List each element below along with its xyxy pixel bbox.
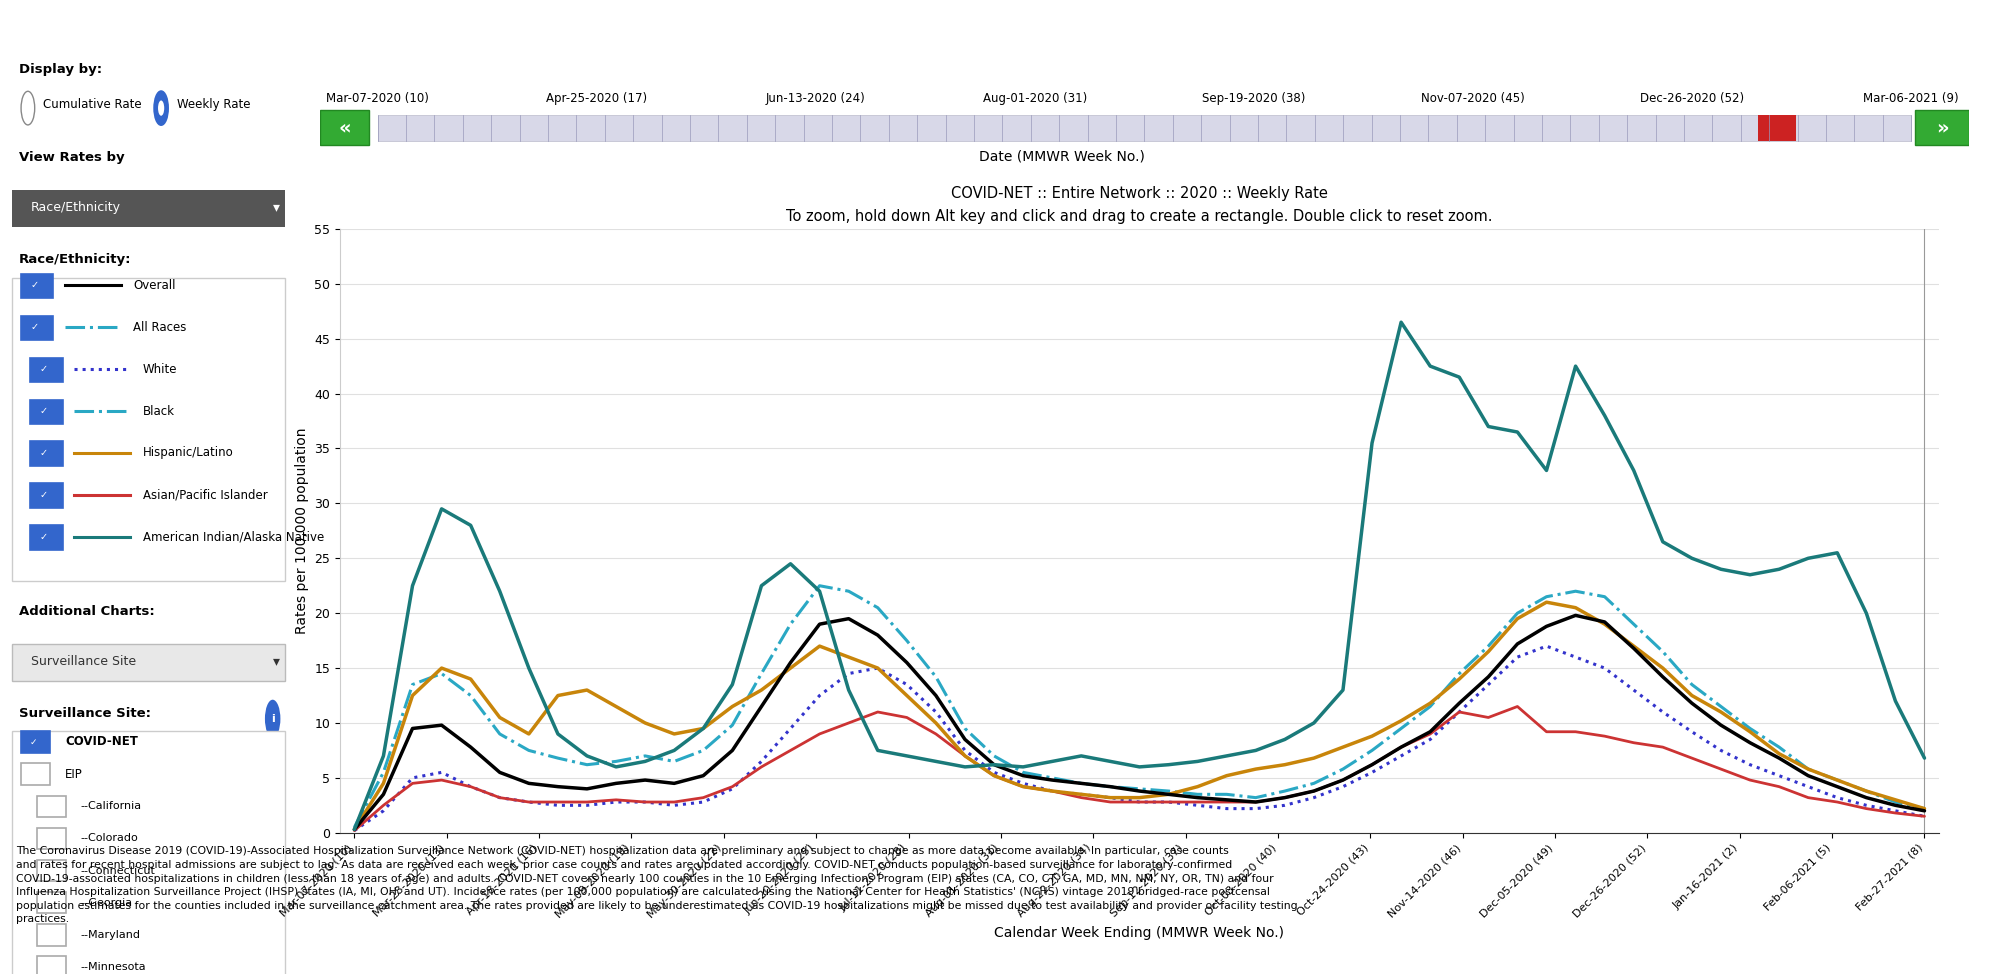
Text: View Rates by: View Rates by	[18, 151, 124, 164]
FancyBboxPatch shape	[12, 644, 286, 681]
Text: Additional Charts:: Additional Charts:	[18, 605, 154, 618]
Bar	[1756, 115, 1796, 141]
Text: All Races: All Races	[134, 320, 186, 334]
Text: --Maryland: --Maryland	[80, 930, 140, 940]
FancyBboxPatch shape	[36, 956, 66, 974]
Text: ⛶: ⛶	[1922, 196, 1930, 211]
Circle shape	[154, 92, 168, 125]
Text: ✓: ✓	[30, 281, 38, 290]
Text: Dec-26-2020 (52): Dec-26-2020 (52)	[1638, 92, 1744, 105]
Text: Preliminary cumulative rates as of Feb 27, 2021: Preliminary cumulative rates as of Feb 2…	[815, 51, 1183, 66]
FancyBboxPatch shape	[30, 357, 62, 382]
Text: The Coronavirus Disease 2019 (COVID-19)-Associated Hospitalization Surveillance : The Coronavirus Disease 2019 (COVID-19)-…	[16, 846, 1297, 924]
Text: Race/Ethnicity:: Race/Ethnicity:	[18, 253, 132, 266]
Title: COVID-NET :: Entire Network :: 2020 :: Weekly Rate
To zoom, hold down Alt key an: COVID-NET :: Entire Network :: 2020 :: W…	[785, 186, 1493, 224]
Text: --Connecticut: --Connecticut	[80, 866, 156, 876]
Circle shape	[266, 699, 280, 738]
FancyBboxPatch shape	[320, 110, 370, 145]
Bar	[12, 731, 286, 974]
Text: Cumulative Rate: Cumulative Rate	[44, 97, 142, 111]
Text: i: i	[270, 714, 274, 724]
Text: Surveillance Site: Surveillance Site	[32, 655, 136, 668]
Circle shape	[158, 100, 164, 116]
Text: Surveillance Site:: Surveillance Site:	[18, 707, 150, 720]
FancyBboxPatch shape	[30, 483, 62, 507]
Bar	[378, 115, 1910, 141]
Text: Race/Ethnicity: Race/Ethnicity	[32, 201, 122, 214]
Text: --Georgia: --Georgia	[80, 898, 132, 908]
FancyBboxPatch shape	[36, 828, 66, 849]
Text: Sep-19-2020 (38): Sep-19-2020 (38)	[1201, 92, 1305, 105]
Text: Apr-25-2020 (17): Apr-25-2020 (17)	[545, 92, 647, 105]
Text: Aug-01-2020 (31): Aug-01-2020 (31)	[983, 92, 1087, 105]
Text: Weekly Rate: Weekly Rate	[176, 97, 250, 111]
Text: Overall: Overall	[134, 279, 176, 292]
X-axis label: Calendar Week Ending (MMWR Week No.): Calendar Week Ending (MMWR Week No.)	[993, 925, 1285, 940]
FancyBboxPatch shape	[30, 525, 62, 549]
Text: --Minnesota: --Minnesota	[80, 962, 146, 972]
Text: «: «	[338, 119, 352, 137]
Text: COVID-NET: COVID-NET	[66, 735, 138, 748]
Text: ✓: ✓	[40, 532, 48, 542]
Text: ✓: ✓	[30, 737, 36, 746]
FancyBboxPatch shape	[36, 796, 66, 817]
FancyBboxPatch shape	[36, 892, 66, 914]
FancyBboxPatch shape	[30, 399, 62, 424]
FancyBboxPatch shape	[1914, 110, 1968, 145]
Text: Jun-13-2020 (24): Jun-13-2020 (24)	[765, 92, 865, 105]
Text: --Colorado: --Colorado	[80, 834, 138, 843]
Circle shape	[22, 92, 34, 125]
FancyBboxPatch shape	[22, 764, 50, 785]
Text: Display by:: Display by:	[18, 63, 102, 76]
Text: ✓: ✓	[40, 448, 48, 458]
FancyBboxPatch shape	[22, 274, 54, 298]
Text: Nov-07-2020 (45): Nov-07-2020 (45)	[1421, 92, 1524, 105]
Bar	[12, 278, 286, 581]
Text: Mar-07-2020 (10): Mar-07-2020 (10)	[326, 92, 430, 105]
Text: ✓: ✓	[40, 490, 48, 500]
Text: --California: --California	[80, 802, 142, 811]
Text: Date (MMWR Week No.): Date (MMWR Week No.)	[979, 149, 1145, 163]
Text: Hispanic/Latino: Hispanic/Latino	[142, 446, 234, 460]
Text: ✓: ✓	[40, 406, 48, 416]
Text: Rates of COVID-19-Associated Hospitalization: Rates of COVID-19-Associated Hospitaliza…	[695, 18, 1303, 42]
Y-axis label: Rates per 100,000 population: Rates per 100,000 population	[294, 428, 308, 634]
FancyBboxPatch shape	[30, 441, 62, 466]
Text: ✓: ✓	[40, 364, 48, 374]
FancyBboxPatch shape	[12, 190, 286, 227]
Text: American Indian/Alaska Native: American Indian/Alaska Native	[142, 530, 324, 543]
Text: Black: Black	[142, 404, 174, 418]
FancyBboxPatch shape	[22, 316, 54, 340]
Text: ▾: ▾	[272, 201, 280, 214]
FancyBboxPatch shape	[36, 924, 66, 946]
Text: White: White	[142, 362, 178, 376]
FancyBboxPatch shape	[22, 731, 50, 753]
Text: Asian/Pacific Islander: Asian/Pacific Islander	[142, 488, 268, 502]
Text: Mar-06-2021 (9): Mar-06-2021 (9)	[1862, 92, 1958, 105]
FancyBboxPatch shape	[36, 860, 66, 881]
Text: ▾: ▾	[272, 655, 280, 668]
Text: ✓: ✓	[30, 322, 38, 332]
Text: EIP: EIP	[66, 768, 82, 780]
Text: »: »	[1936, 119, 1948, 137]
